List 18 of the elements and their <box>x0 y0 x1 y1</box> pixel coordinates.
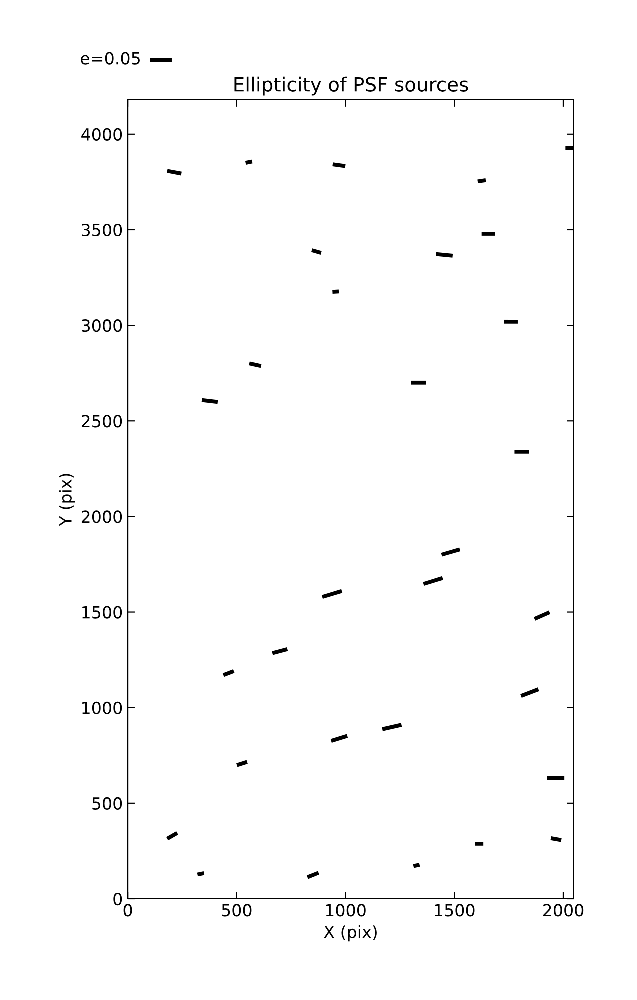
y-tick-label: 1500 <box>82 606 122 619</box>
x-axis-title: X (pix) <box>324 926 377 942</box>
y-tick-label: 3000 <box>82 320 122 332</box>
x-tick-label: 2000 <box>544 904 584 917</box>
y-axis-title: Y (pix) <box>59 474 76 526</box>
y-tick-label: 500 <box>92 797 122 810</box>
x-tick-label: 1000 <box>326 904 366 917</box>
y-tick-label: 2500 <box>82 415 122 428</box>
x-tick-label: 0 <box>124 904 132 917</box>
y-tick-label: 1000 <box>82 702 122 714</box>
y-tick-label: 4000 <box>82 128 122 141</box>
x-tick-label: 500 <box>222 904 252 917</box>
x-tick-label: 1500 <box>435 904 475 917</box>
y-tick-label: 3500 <box>82 224 122 237</box>
text: e=0.05 <box>81 52 140 65</box>
y-tick-label: 0 <box>114 892 122 906</box>
y-tick-label: 2000 <box>82 510 122 524</box>
chart-title: Ellipticity of PSF sources <box>234 76 468 96</box>
